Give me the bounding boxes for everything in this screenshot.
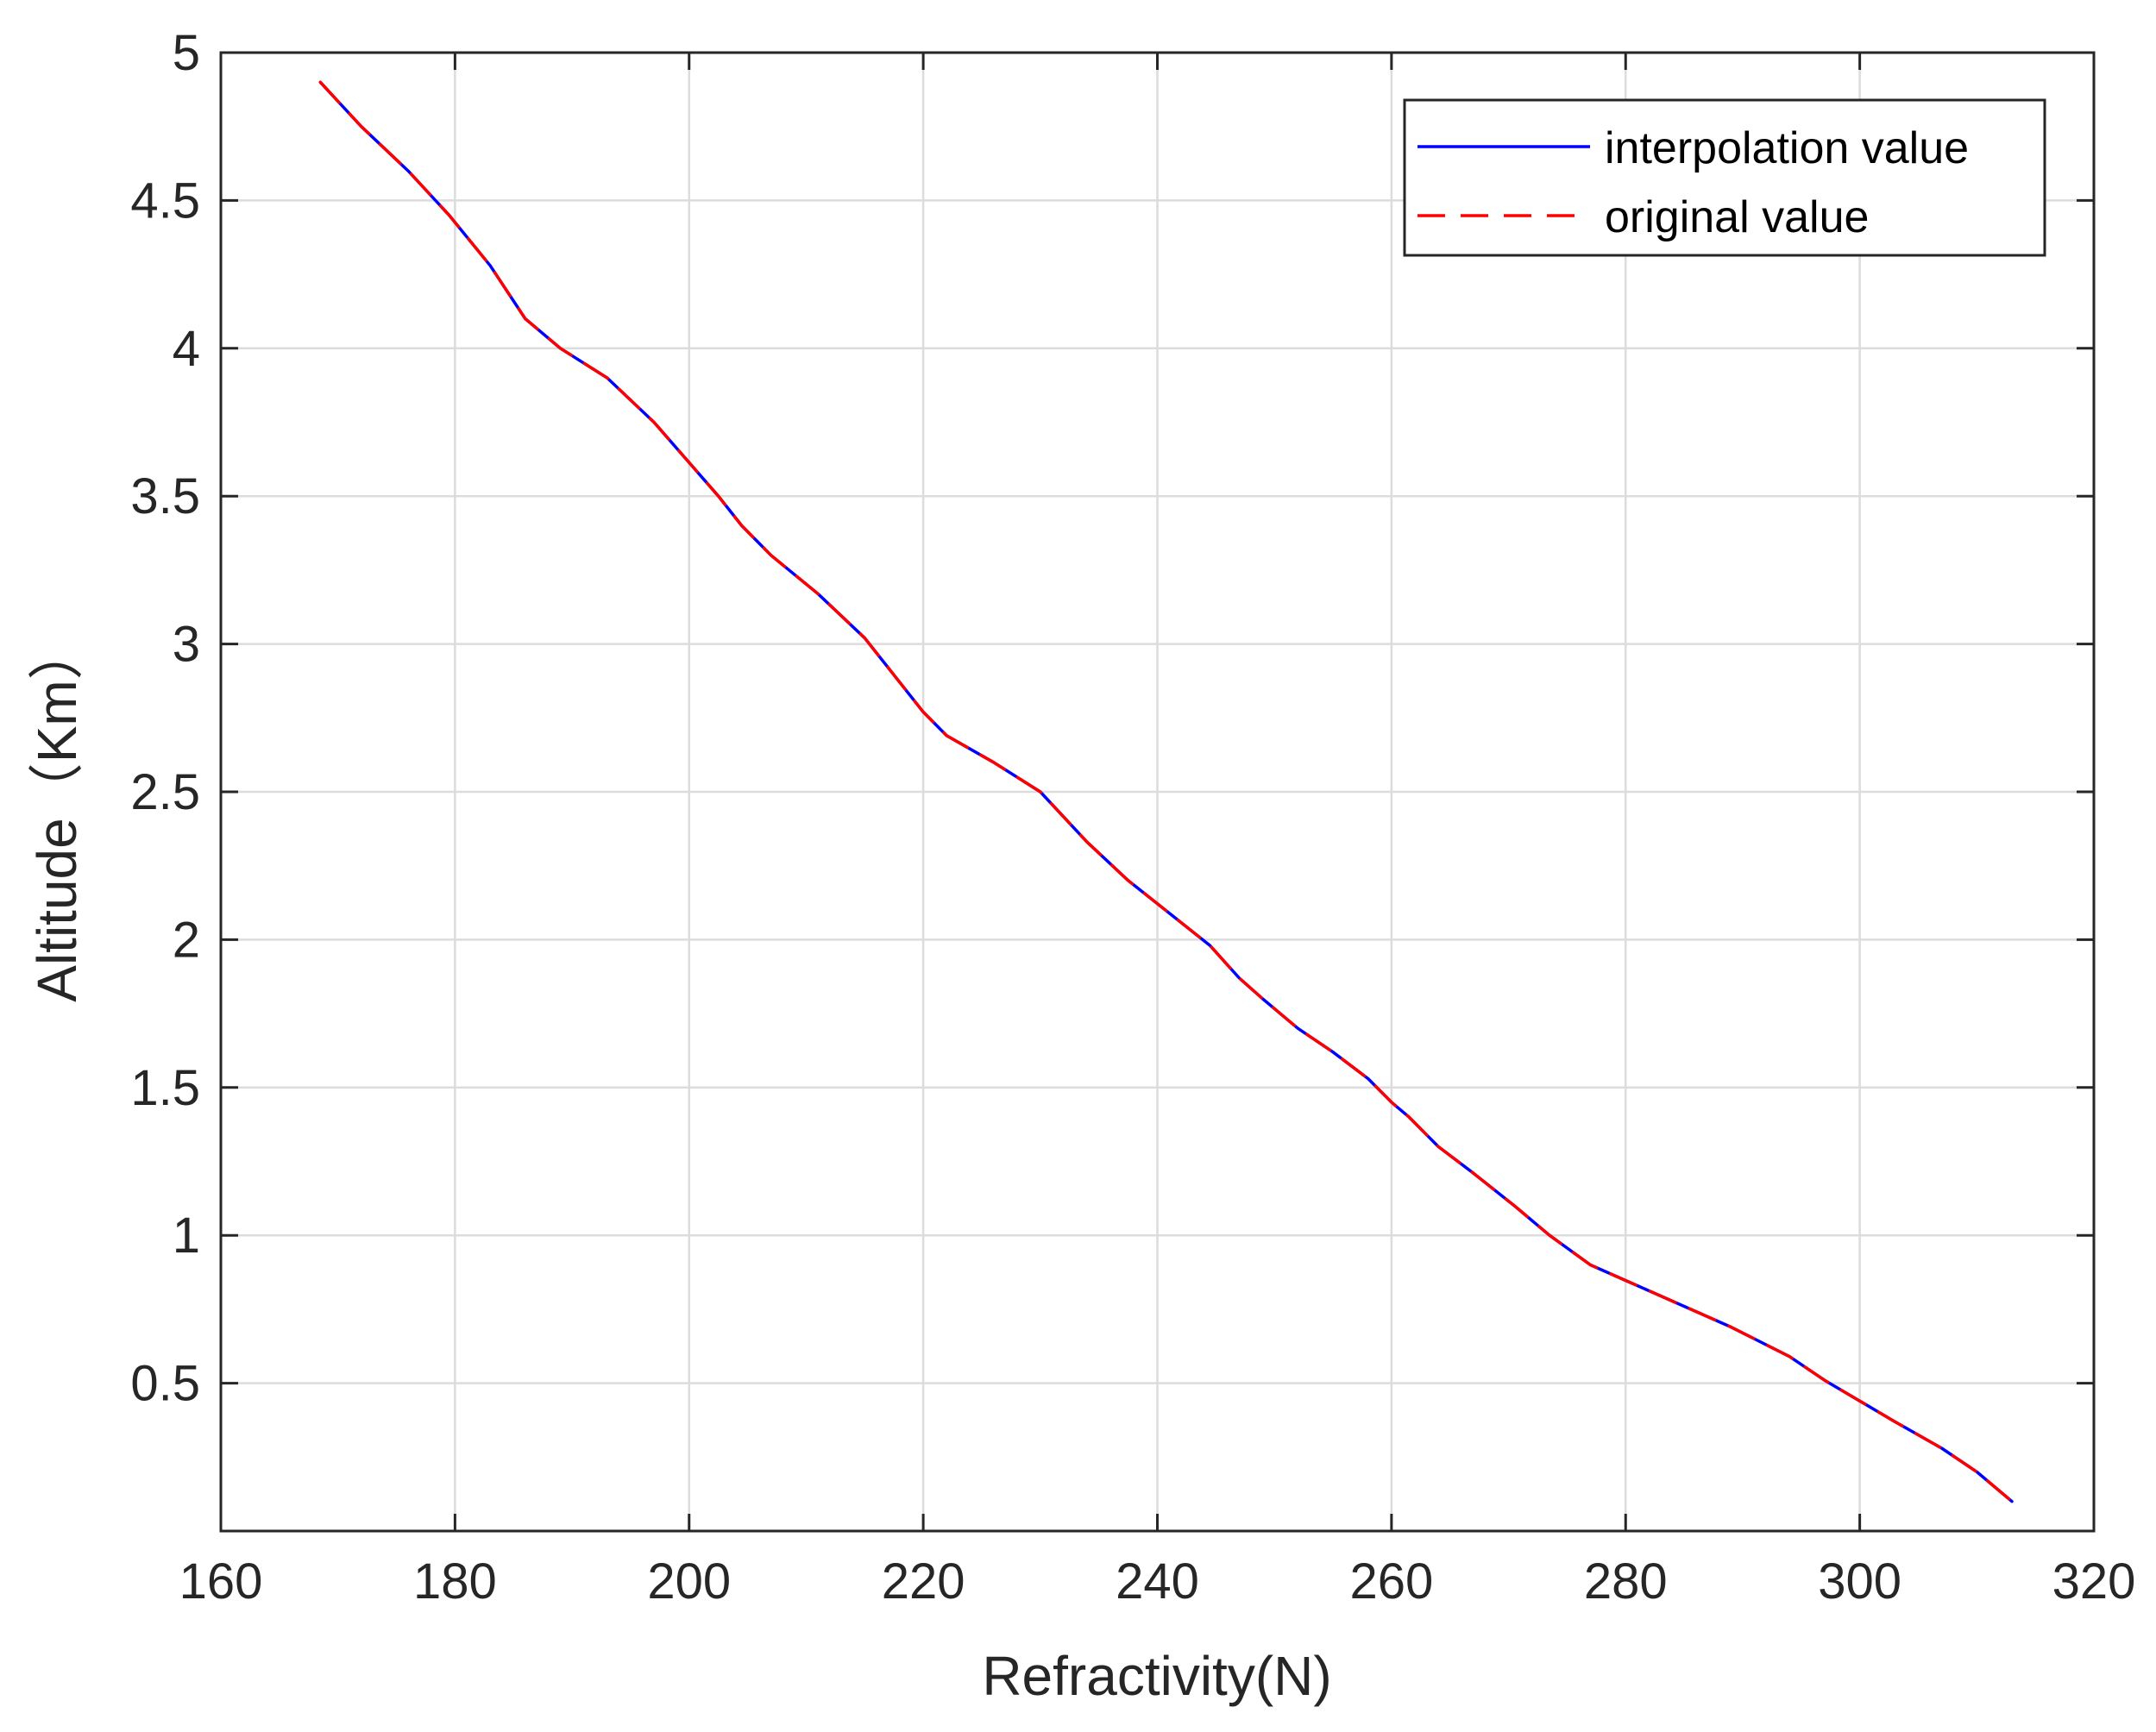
x-axis-ticks <box>219 53 2096 1531</box>
y-tick-label: 2 <box>173 912 200 968</box>
y-axis-tick-labels: 0.5 1 1.5 2 2.5 3 3.5 4 4.5 5 <box>130 25 200 1412</box>
x-tick-label: 220 <box>882 1553 965 1610</box>
x-axis-tick-labels: 160 180 200 220 240 260 280 300 320 <box>179 1553 2136 1610</box>
y-tick-label: 4 <box>173 321 200 377</box>
x-tick-label: 320 <box>2052 1553 2136 1610</box>
legend: interpolation value original value <box>1403 98 2046 257</box>
x-axis-title: Refractivity(N) <box>982 1645 1331 1707</box>
y-tick-label: 4.5 <box>130 173 200 229</box>
x-tick-label: 300 <box>1818 1553 1901 1610</box>
y-tick-label: 0.5 <box>130 1356 200 1412</box>
y-tick-label: 1 <box>173 1208 200 1264</box>
y-tick-label: 3.5 <box>130 468 200 524</box>
y-axis-title: Altitude（Km） <box>26 624 88 1001</box>
horizontal-gridlines <box>221 199 2094 1384</box>
y-tick-label: 3 <box>173 617 200 673</box>
x-tick-label: 180 <box>413 1553 497 1610</box>
x-tick-label: 280 <box>1584 1553 1668 1610</box>
y-tick-label: 5 <box>173 25 200 81</box>
y-tick-label: 1.5 <box>130 1060 200 1116</box>
series-layer <box>318 80 2014 1503</box>
x-tick-label: 260 <box>1349 1553 1433 1610</box>
x-tick-label: 160 <box>179 1553 263 1610</box>
y-tick-label: 2.5 <box>130 764 200 820</box>
legend-label-original: original value <box>1605 192 1869 242</box>
x-tick-label: 240 <box>1116 1553 1199 1610</box>
legend-label-interpolation: interpolation value <box>1605 123 1969 173</box>
series-line-original <box>318 80 2014 1503</box>
legend-box <box>1403 98 2046 257</box>
y-axis-ticks <box>221 51 2094 1385</box>
x-tick-label: 200 <box>647 1553 731 1610</box>
